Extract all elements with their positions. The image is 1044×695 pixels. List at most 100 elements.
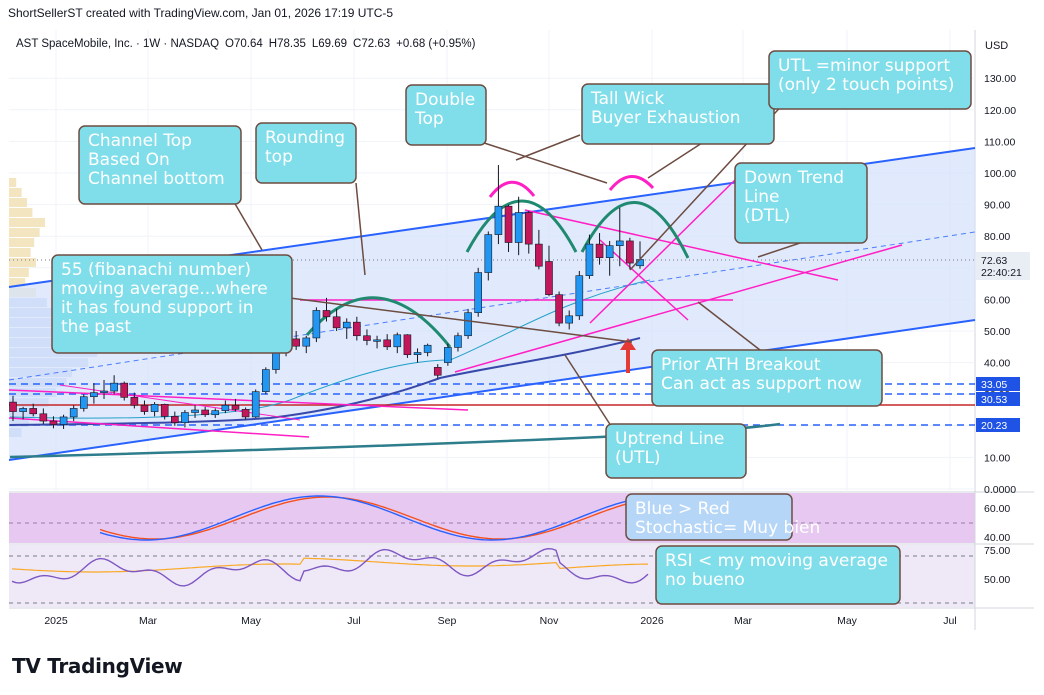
ma-short [9,279,651,419]
time-tick: 2025 [44,615,68,627]
level-tag [976,418,1020,432]
price-tick: 120.00 [984,105,1016,117]
candle [49,416,58,429]
level-tag [976,392,1020,406]
price-tick: 60.00 [984,294,1010,306]
callout-down-trend: Down Trend Line (DTL) [734,162,868,244]
callout-text: Tall Wick Buyer Exhaustion [590,89,741,128]
currency-label[interactable]: USD [985,40,1008,52]
callout-prior-ath: Prior ATH Breakout Can act as support now [651,349,883,407]
callout-text: Rounding top [265,128,345,167]
candle [19,406,27,420]
price-tick: 110.00 [984,136,1015,148]
candle [302,335,311,354]
volume-profile-bar [9,238,35,247]
candle [150,402,159,417]
price-tick: 90.00 [984,200,1010,212]
callout-pointers [233,99,816,433]
candles [9,165,644,429]
candle [464,308,472,339]
time-tick: Sep [438,615,457,627]
candle [403,334,412,358]
rounding-top-arc [305,296,452,348]
candle [79,394,88,412]
candle [494,165,503,245]
candle [211,408,220,418]
creator-line: ShortSellerST created with TradingView.c… [8,6,394,20]
candle [342,318,351,339]
time-axis: 2025 Mar May Jul Sep Nov 2026 Mar May Jul [44,615,956,627]
level-tag-text: 33.05 [981,379,1007,391]
callout-text: Uptrend Line (UTL) [615,429,724,468]
candle [433,364,442,379]
tv-logo-icon: TV [12,654,41,678]
volume-profile-bar [9,198,27,207]
candle [605,240,614,276]
symbol-legend[interactable]: AST SpaceMobile, Inc. · 1W · NASDAQ O70.6… [16,38,476,50]
price-tick: 80.00 [984,231,1010,243]
callout-text: UTL =minor support (only 2 touch points) [778,56,954,95]
candle [59,414,68,429]
candle [312,307,321,343]
candle [373,335,381,349]
uptrend-line [454,244,903,373]
time-tick: May [837,615,858,627]
ma-55 [9,337,641,426]
candle [545,245,553,297]
top-cap-2 [608,175,655,191]
callout-channel-top: Channel Top Based On Channel bottom [78,125,242,205]
candle [565,310,574,330]
callout-stoch-note: Blue > Red Stochastic= Muy bien [625,493,820,541]
callout-utl-minor: UTL =minor support (only 2 touch points) [768,50,972,110]
candle [39,408,48,425]
price-tick: 100.00 [984,168,1016,180]
candle [130,392,139,409]
price-tick: 40.00 [984,358,1010,370]
rsi-ma-line [11,557,648,573]
volume-profile-bar [9,248,31,257]
candle [191,405,199,418]
double-top-arc-1 [465,199,578,253]
candle [120,381,129,401]
callout-text: 55 (fibanachi number) moving average...wh… [61,260,268,337]
candle [9,395,17,422]
callout-uptrend: Uptrend Line (UTL) [605,423,747,479]
callout-rsi-note: RSI < my moving average no bueno [655,545,901,605]
time-tick: Mar [734,615,753,627]
volume-profile-bar [9,258,36,267]
candle [413,348,422,363]
countdown-text: 22:40:21 [981,267,1022,279]
tradingview-logo[interactable]: TV TradingView [12,654,183,678]
candle [262,367,270,395]
price-tick: 10.00 [984,452,1010,464]
callout-text: Double Top [414,90,475,129]
time-tick: Jul [943,615,956,627]
candle [524,210,533,254]
volume-profile-bar [9,178,17,187]
candle [171,411,179,426]
candle [100,379,108,399]
rsi-tick: 75.00 [984,545,1010,557]
candle [615,207,624,267]
volume-profile-bar [9,268,29,277]
channel-bottom-line [8,319,976,461]
price-tick: 0.0000 [984,484,1016,496]
callout-double-top: Double Top [405,84,487,146]
callout-fib-ma: 55 (fibanachi number) moving average...wh… [51,254,293,354]
level-tag [976,377,1020,391]
candle [504,204,513,252]
candle [484,231,493,281]
callout-rounding-top: Rounding top [255,122,357,184]
callout-tall-wick: Tall Wick Buyer Exhaustion [581,83,775,145]
time-tick: Mar [139,615,158,627]
channel-fill [9,148,975,460]
candle [585,234,594,279]
top-cap-1 [488,180,536,198]
candle [555,291,563,327]
last-price-text: 72.63 [981,255,1007,267]
candle [332,308,341,331]
candle [393,332,402,354]
stoch-tick: 60.00 [984,503,1010,515]
level-tag-text: 20.23 [981,420,1007,432]
